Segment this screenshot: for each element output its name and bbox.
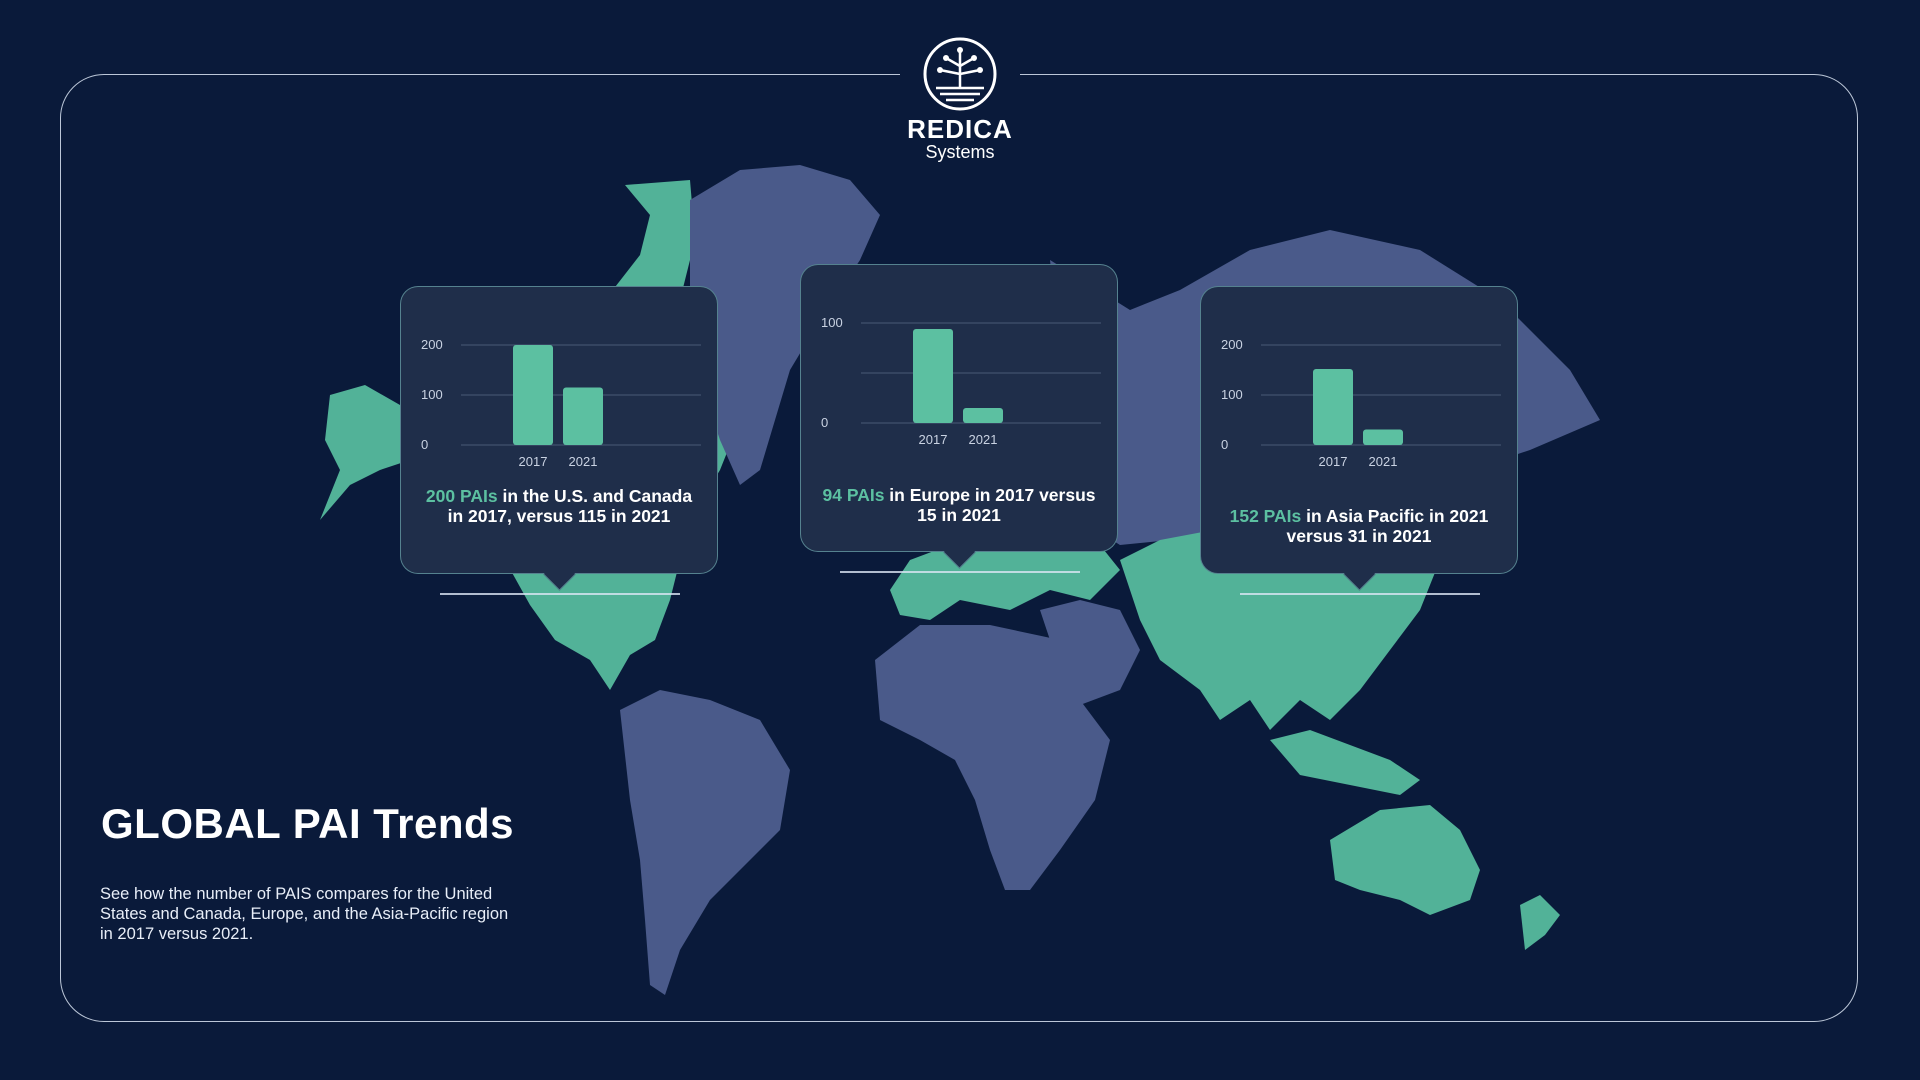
card-underline: [1240, 593, 1480, 595]
map-region-greenland: [690, 165, 880, 485]
caption-highlight: 200 PAIs: [425, 486, 498, 506]
map-region-europe: [890, 540, 1120, 620]
map-region-middle-east: [1040, 600, 1140, 705]
x-tick-label: 2017: [919, 432, 948, 447]
bar-chart-us-canada: 0 100 200 2017 2021: [421, 337, 701, 469]
chart-caption-europe: 94 PAIs in Europe in 2017 versus 15 in 2…: [817, 485, 1101, 525]
brand-logo: REDICA Systems: [900, 36, 1020, 162]
map-region-australia: [1330, 805, 1480, 915]
bar-2021: [563, 387, 603, 445]
bar-2021: [1363, 429, 1403, 445]
chart-caption-asia-pacific: 152 PAIs in Asia Pacific in 2021 versus …: [1217, 506, 1501, 546]
map-region-southeast-asia: [1270, 730, 1420, 795]
chart-caption-us-canada: 200 PAIs in the U.S. and Canada in 2017,…: [417, 486, 701, 526]
y-tick-label: 0: [1221, 437, 1228, 452]
caption-text: in the U.S. and Canada in 2017, versus 1…: [447, 486, 693, 526]
chart-card-asia-pacific: 0 100 200 2017 2021 152 PAIs in Asia Pacific…: [1200, 286, 1518, 591]
card-underline: [440, 593, 680, 595]
map-region-south-america: [620, 690, 790, 995]
y-tick-label: 100: [421, 387, 443, 402]
bar-2021: [963, 408, 1003, 423]
y-tick-label: 200: [1221, 337, 1243, 352]
caption-highlight: 152 PAIs: [1229, 506, 1302, 526]
page-title: GLOBAL PAI Trends: [101, 800, 514, 847]
y-tick-label: 200: [421, 337, 443, 352]
brand-subtitle: Systems: [925, 142, 995, 162]
x-tick-label: 2021: [969, 432, 998, 447]
caption-text: in Europe in 2017 versus 15 in 2021: [884, 485, 1096, 525]
x-tick-label: 2017: [1319, 454, 1348, 469]
map-region-new-zealand: [1520, 895, 1560, 950]
chart-card-europe: 0 100 2017 2021 94 PAIs in Europe in 2017 v…: [800, 264, 1118, 569]
x-tick-label: 2021: [569, 454, 598, 469]
x-tick-label: 2021: [1369, 454, 1398, 469]
map-region-africa: [875, 625, 1110, 890]
bar-chart-asia-pacific: 0 100 200 2017 2021: [1221, 337, 1501, 469]
caption-text: in Asia Pacific in 2021 versus 31 in 202…: [1286, 506, 1489, 546]
bar-chart-europe: 0 100 2017 2021: [821, 315, 1101, 447]
bar-2017: [913, 329, 953, 423]
y-tick-label: 0: [421, 437, 428, 452]
y-tick-label: 100: [1221, 387, 1243, 402]
x-tick-label: 2017: [519, 454, 548, 469]
page-description: See how the number of PAIS compares for …: [100, 885, 509, 943]
card-underline: [840, 571, 1080, 573]
caption-highlight: 94 PAIs: [822, 485, 885, 505]
brand-name: REDICA: [907, 114, 1013, 144]
bar-2017: [1313, 369, 1353, 445]
y-tick-label: 100: [821, 315, 843, 330]
chart-card-us-canada: 0 100 200 2017 2021 200 PAIs in the U.S. and…: [400, 286, 718, 591]
bar-2017: [513, 345, 553, 445]
tree-circuit-icon: [923, 37, 997, 111]
y-tick-label: 0: [821, 415, 828, 430]
